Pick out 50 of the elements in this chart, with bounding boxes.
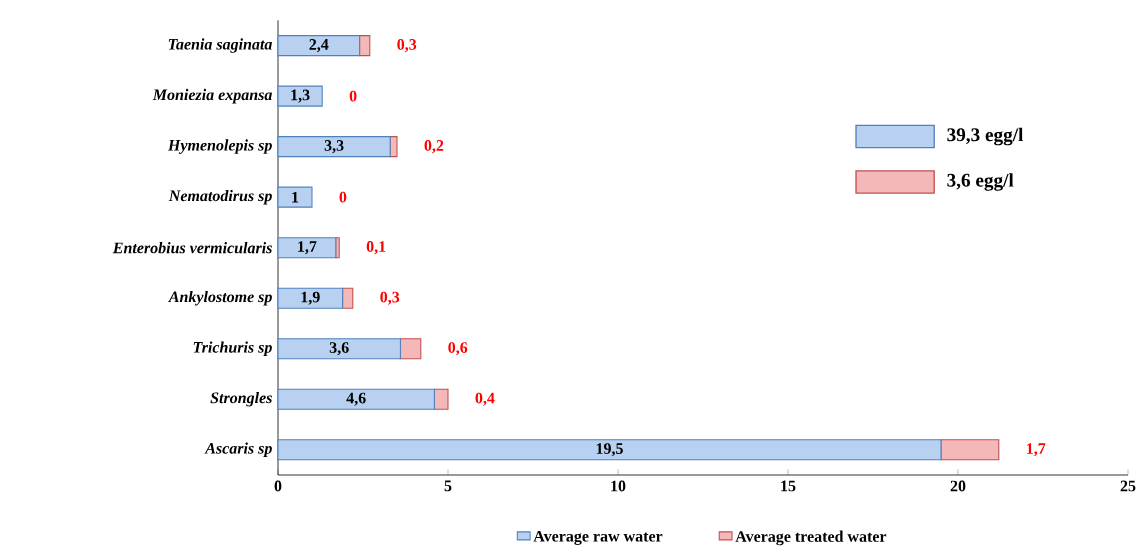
x-tick-label: 10 [611,480,626,492]
bar [277,35,361,57]
data-label: 1,7 [298,241,317,255]
data-label: 0 [339,191,347,203]
bar [277,136,391,158]
annotation: 39,3 egg/l [947,127,1024,146]
bar [277,85,323,107]
data-label: 0,6 [448,342,468,356]
x-tick-label: 20 [950,480,966,492]
data-label: 0,3 [397,39,417,53]
bar [277,237,337,259]
x-tick-label: 0 [274,480,282,492]
y-tick-label: Hymenolepis sp [167,139,272,154]
data-label: 0,4 [475,392,495,406]
annotation: 3,6 egg/l [947,173,1014,191]
x-tick-label: 15 [781,480,796,492]
data-label: 0,3 [380,291,400,305]
data-label: 1,9 [301,291,320,305]
bar [277,287,344,309]
bar [277,186,313,208]
y-tick-label: Ankylostome sp [168,290,272,306]
y-tick-label: Enterobius vermicularis [112,242,272,254]
y-tick-label: Trichuris sp [193,341,272,356]
y-tick-label: Taenia saginata [168,38,273,53]
x-tick-label: 5 [444,480,452,492]
data-label: 4,6 [346,392,366,406]
y-tick-label: Nematodirus sp [168,189,272,205]
data-label: 3,6 [329,342,349,356]
bar [335,237,340,259]
data-label: 1,3 [291,89,310,103]
bar [433,388,449,410]
data-label: 0 [349,90,357,102]
y-tick-label: Ascaris sp [204,442,272,457]
data-label: 1 [292,191,299,203]
bar [277,338,401,360]
y-tick-label: Strongles [210,391,272,407]
bar [399,338,422,360]
bar [277,439,942,461]
data-label: 0,1 [366,241,386,255]
data-label: 2,4 [309,39,329,53]
x-tick-label: 25 [1120,480,1136,492]
legend-label: Average raw water [533,530,663,545]
data-label: 19,5 [596,443,623,457]
bar [940,439,1000,461]
y-tick-label: Moniezia expansa [152,88,272,104]
data-label: 0,2 [424,140,444,154]
legend-label: Average treated water [735,530,887,546]
data-label: 1,7 [1027,443,1046,457]
bar [277,388,435,410]
data-label: 3,3 [324,140,344,154]
